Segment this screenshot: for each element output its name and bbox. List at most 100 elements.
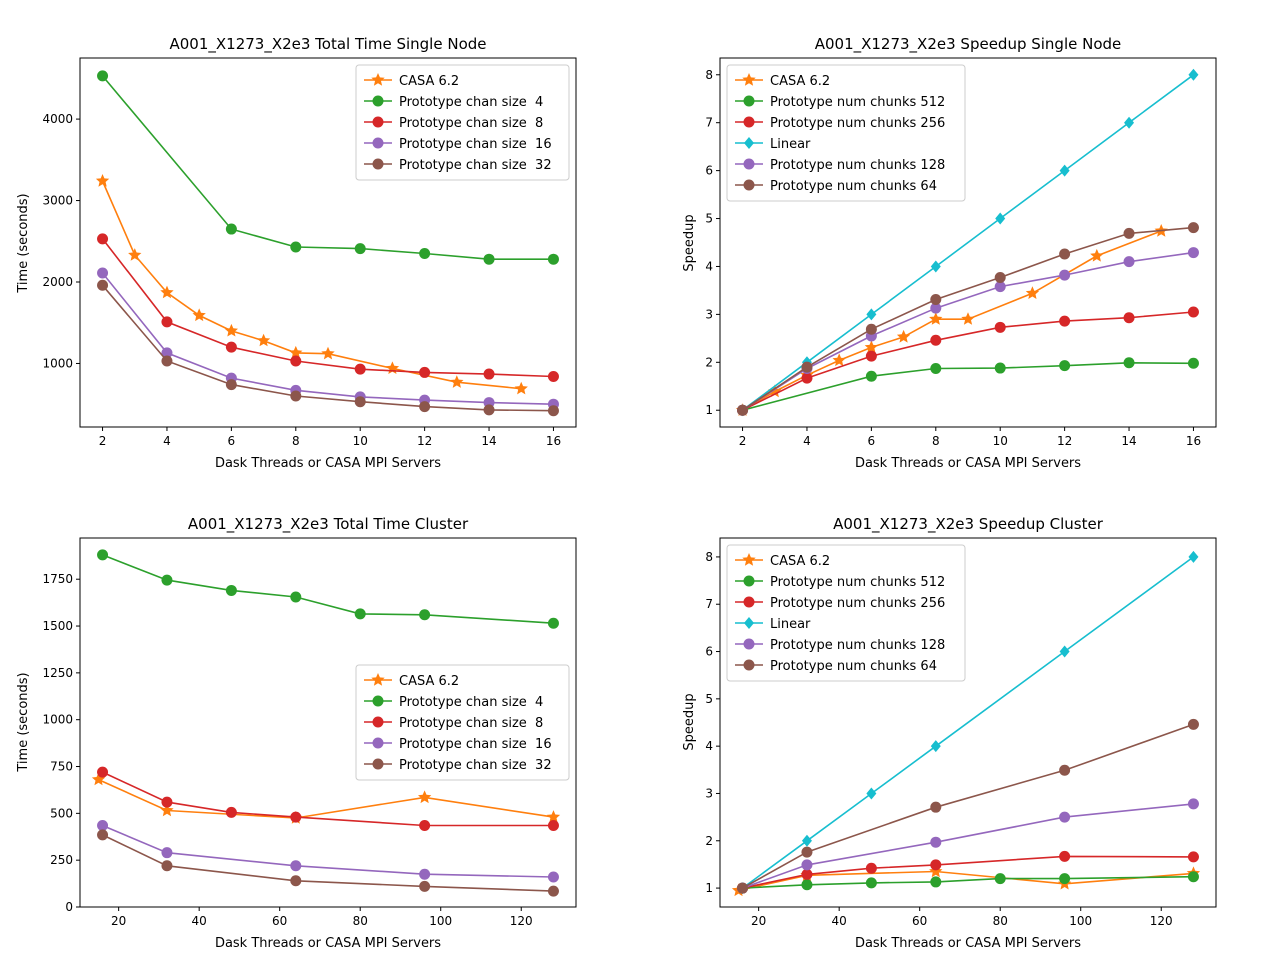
chart-panel-total-time-cluster: A001_X1273_X2e3 Total Time Cluster Dask …	[16, 515, 577, 951]
data-point	[161, 316, 173, 328]
data-point	[801, 372, 813, 384]
legend: CASA 6.2 Prototype chan size 4 Prototype c…	[355, 664, 570, 781]
data-point	[256, 333, 271, 347]
x-tick-label: 10	[353, 434, 368, 448]
data-point	[801, 868, 813, 880]
x-tick-label: 4	[803, 434, 811, 448]
data-point	[290, 591, 302, 603]
y-tick-label: 4	[705, 739, 713, 753]
data-point	[354, 363, 366, 375]
x-tick-label: 40	[192, 914, 207, 928]
data-point	[1059, 315, 1071, 327]
data-point	[97, 766, 109, 778]
data-point	[514, 381, 528, 395]
chart-title: A001_X1273_X2e3 Speedup Cluster	[833, 515, 1104, 534]
data-point	[1123, 357, 1135, 369]
data-point	[930, 876, 942, 888]
x-tick-label: 10	[993, 434, 1008, 448]
legend-entry-label: Prototype num chunks 128	[770, 158, 945, 173]
data-point	[290, 241, 302, 253]
data-point	[419, 366, 431, 378]
legend-entry-label: Prototype chan size 32	[399, 158, 552, 173]
chart-panel-total-time-single-node: A001_X1273_X2e3 Total Time Single Node D…	[16, 35, 577, 471]
data-point	[354, 243, 366, 255]
data-point	[419, 820, 431, 832]
legend-entry-label: Prototype num chunks 128	[770, 638, 945, 653]
data-point	[290, 875, 302, 887]
x-tick-label: 20	[751, 914, 766, 928]
legend-entry-label: Prototype chan size 4	[399, 95, 543, 110]
data-point	[97, 549, 109, 561]
data-point	[832, 353, 846, 367]
chart-title: A001_X1273_X2e3 Speedup Single Node	[815, 35, 1122, 54]
data-point	[1187, 247, 1199, 259]
series-line	[102, 771, 554, 827]
data-point	[1059, 850, 1071, 862]
y-tick-label: 2	[705, 355, 713, 369]
data-point	[97, 829, 109, 841]
data-point	[930, 801, 942, 813]
y-tick-label: 7	[705, 116, 713, 130]
data-point	[801, 879, 813, 891]
data-point	[547, 370, 559, 382]
data-point	[1187, 798, 1199, 810]
data-point	[225, 223, 237, 235]
x-tick-label: 80	[353, 914, 368, 928]
legend-swatch-marker	[743, 116, 755, 128]
x-tick-label: 60	[912, 914, 927, 928]
legend-entry-label: Prototype chan size 16	[399, 137, 552, 152]
data-point	[929, 864, 943, 878]
data-point	[994, 873, 1006, 885]
legend-swatch-marker	[372, 95, 384, 107]
x-tick-label: 2	[739, 434, 747, 448]
legend-entry-label: Prototype num chunks 512	[770, 95, 945, 110]
data-point	[547, 617, 559, 629]
data-point	[994, 271, 1006, 283]
data-point	[95, 174, 110, 187]
data-point	[97, 820, 109, 832]
data-point	[192, 308, 206, 322]
x-tick-label: 20	[111, 914, 126, 928]
legend-swatch-marker	[744, 617, 754, 629]
data-point	[418, 790, 432, 804]
legend: CASA 6.2 Prototype chan size 4 Prototype c…	[355, 64, 570, 181]
data-point	[546, 810, 561, 823]
legend-swatch-marker	[372, 758, 384, 770]
data-point	[321, 346, 335, 360]
x-tick-label: 14	[1121, 434, 1136, 448]
legend-entry-label: Prototype num chunks 256	[770, 116, 945, 131]
legend-box	[355, 64, 570, 181]
data-point	[801, 846, 813, 858]
legend-entry-label: Prototype num chunks 512	[770, 575, 945, 590]
data-point	[865, 323, 877, 335]
x-axis-label: Dask Threads or CASA MPI Servers	[215, 936, 441, 951]
data-point	[483, 368, 495, 380]
chart-panel-speedup-single-node: A001_X1273_X2e3 Speedup Single Node Dask…	[682, 35, 1217, 471]
data-point	[737, 404, 749, 416]
data-point	[161, 847, 173, 859]
data-point	[161, 574, 173, 586]
x-tick-label: 16	[1186, 434, 1201, 448]
data-point	[1059, 248, 1071, 260]
y-tick-label: 750	[50, 760, 73, 774]
series-line	[742, 74, 1194, 411]
data-point	[930, 334, 942, 346]
data-point	[290, 860, 302, 872]
x-tick-label: 100	[429, 914, 452, 928]
data-point	[930, 294, 942, 306]
plot-area	[735, 68, 1199, 417]
y-tick-label: 4	[705, 259, 713, 273]
y-tick-label: 7	[705, 597, 713, 611]
series-line	[742, 556, 1194, 889]
legend-swatch-marker	[743, 659, 755, 671]
legend-swatch-marker	[372, 695, 384, 707]
y-tick-label: 1000	[42, 713, 73, 727]
y-tick-label: 2000	[42, 275, 73, 289]
y-tick-label: 8	[705, 68, 713, 82]
y-tick-label: 4000	[42, 112, 73, 126]
y-tick-label: 6	[705, 645, 713, 659]
legend-entry-label: Prototype chan size 32	[399, 758, 552, 773]
x-tick-label: 8	[292, 434, 300, 448]
y-tick-label: 1	[705, 881, 713, 895]
axes-frame	[719, 57, 1217, 428]
